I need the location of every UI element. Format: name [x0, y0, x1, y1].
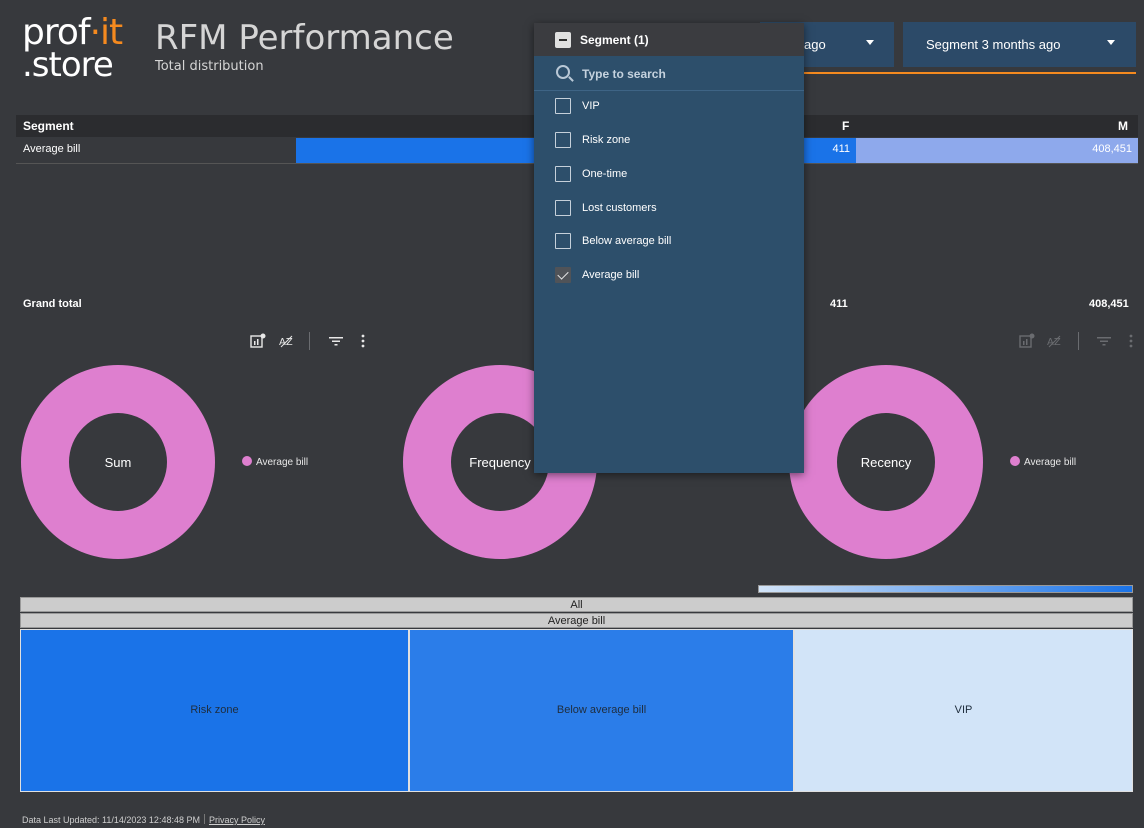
donut-chart-sum[interactable]: Sum [21, 365, 215, 559]
chart-insights-icon[interactable] [1019, 333, 1035, 349]
chevron-down-icon [1107, 40, 1115, 45]
toolbar-divider [309, 332, 310, 350]
filter-icon[interactable] [1096, 333, 1112, 349]
checkbox[interactable] [555, 233, 571, 249]
grand-total-label: Grand total [23, 298, 82, 310]
legend-dot-icon [1010, 456, 1020, 466]
checkbox[interactable] [555, 166, 571, 182]
toolbar-divider [1078, 332, 1079, 350]
donut-hole [451, 413, 549, 511]
legend-label: Average bill [1024, 457, 1077, 468]
option-label: VIP [582, 100, 600, 112]
donut-chart-recency[interactable]: Recency [789, 365, 983, 559]
legend-label: Average bill [256, 457, 309, 468]
option-risk-zone[interactable]: Risk zone [534, 124, 804, 158]
more-options-icon[interactable] [355, 333, 371, 349]
option-label: Below average bill [582, 235, 672, 247]
row-segment-cell: Average bill [23, 143, 81, 155]
page-subtitle: Total distribution [155, 59, 264, 74]
dropdown-header[interactable]: Segment (1) [534, 23, 804, 56]
footer: Data Last Updated: 11/14/2023 12:48:48 P… [22, 814, 265, 825]
segment-3-months-label: Segment 3 months ago [926, 37, 1061, 52]
color-scale-bar [758, 585, 1133, 593]
filter-icon[interactable] [328, 333, 344, 349]
segment-previous-label: ago [804, 37, 826, 52]
donut-center-label: Sum [104, 455, 132, 470]
treemap-level-average-bill[interactable]: Average bill [20, 613, 1133, 628]
search-input[interactable] [580, 63, 784, 85]
option-label: One-time [582, 168, 628, 180]
chevron-down-icon [866, 40, 874, 45]
sort-az-icon[interactable]: AZ [1047, 333, 1063, 349]
more-options-icon[interactable] [1123, 333, 1139, 349]
donut-legend-item[interactable]: Average bill [1010, 456, 1076, 468]
m-value-bar: 408,451 [856, 138, 1138, 163]
grand-total-m: 408,451 [1089, 298, 1129, 310]
option-label: Risk zone [582, 134, 631, 146]
option-label: Lost customers [582, 202, 657, 214]
donut-center-label: Frequency [469, 455, 531, 470]
chart-insights-icon[interactable] [250, 333, 266, 349]
treemap-cell-below-average-bill[interactable]: Below average bill [409, 629, 794, 792]
option-one-time[interactable]: One-time [534, 158, 804, 192]
checkbox[interactable] [555, 98, 571, 114]
accent-divider [760, 72, 1136, 74]
treemap-level-all[interactable]: All [20, 597, 1133, 612]
select-all-checkbox[interactable] [555, 32, 571, 48]
search-bar [534, 56, 804, 91]
option-below-average-bill[interactable]: Below average bill [534, 225, 804, 259]
legend-dot-icon [242, 456, 252, 466]
treemap-cell-label: Risk zone [190, 704, 239, 716]
option-vip[interactable]: VIP [534, 90, 804, 124]
brand-logo: prof·it .store [22, 15, 132, 83]
checkbox-checked[interactable] [555, 267, 571, 283]
footer-divider [203, 814, 205, 824]
option-average-bill[interactable]: Average bill [534, 259, 804, 293]
column-header-f[interactable]: F [842, 119, 850, 133]
donut-hole [69, 413, 167, 511]
treemap-cell-label: Below average bill [556, 704, 647, 716]
checkbox[interactable] [555, 132, 571, 148]
logo-text-it: ·it [89, 12, 124, 53]
search-icon [556, 65, 570, 79]
donut-chart-frequency[interactable]: Frequency [403, 365, 597, 559]
donut-hole [837, 413, 935, 511]
column-header-m[interactable]: M [1118, 119, 1128, 133]
privacy-policy-link[interactable]: Privacy Policy [208, 815, 265, 825]
column-header-segment[interactable]: Segment [23, 119, 74, 133]
checkbox[interactable] [555, 200, 571, 216]
sort-az-icon[interactable]: AZ [279, 333, 295, 349]
grand-total-f: 411 [830, 298, 848, 310]
treemap-cell-vip[interactable]: VIP [794, 629, 1133, 792]
donut-legend-item[interactable]: Average bill [242, 456, 308, 468]
segment-filter-dropdown[interactable]: Segment (1) VIP Risk zone One-time Lost … [534, 23, 804, 473]
m-value: 408,451 [1092, 143, 1132, 155]
logo-text-store: .store [22, 45, 114, 85]
treemap-cell-label: VIP [954, 704, 973, 716]
dropdown-title: Segment (1) [580, 33, 649, 47]
f-value: 411 [832, 143, 850, 155]
donut-center-label: Recency [860, 455, 912, 470]
logo-text-prof: prof [22, 12, 91, 53]
option-label: Average bill [582, 269, 640, 281]
segment-3-months-dropdown[interactable]: Segment 3 months ago [903, 22, 1136, 67]
treemap-cell-risk-zone[interactable]: Risk zone [20, 629, 409, 792]
option-lost-customers[interactable]: Lost customers [534, 192, 804, 226]
page-title: RFM Performance [155, 18, 454, 58]
data-updated-text: Data Last Updated: 11/14/2023 12:48:48 P… [22, 815, 200, 825]
